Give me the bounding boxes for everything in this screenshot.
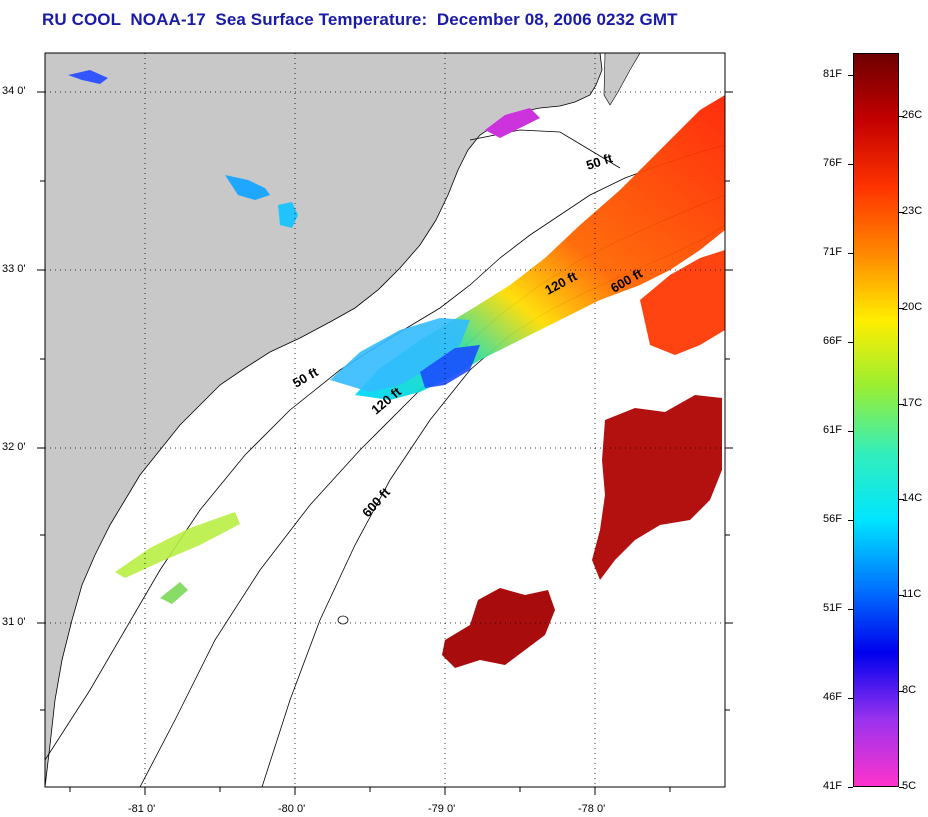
sst-purple-patch-top xyxy=(68,70,108,84)
colorbar-f-label: 46F xyxy=(823,691,842,703)
sst-gulfstream-east xyxy=(640,250,725,355)
colorbar-f-label: 76F xyxy=(823,157,842,169)
colorbar-f-tick xyxy=(848,164,853,165)
colorbar-c-label: 8C xyxy=(902,684,917,697)
colorbar-c-tick xyxy=(899,787,904,788)
sst-cyan-patch-2 xyxy=(278,202,298,228)
colorbar-c-tick xyxy=(899,403,904,405)
colorbar-c-label: 17C xyxy=(902,396,923,409)
colorbar-c-label: 5C xyxy=(902,780,917,792)
colorbar-c-tick xyxy=(899,595,904,597)
colorbar-f-label: 81F xyxy=(823,68,842,80)
lon-ticks xyxy=(69,787,671,795)
colorbar-f-tick xyxy=(848,253,853,254)
colorbar-c-label: 20C xyxy=(902,300,923,313)
lat-label-34: 34 0' xyxy=(2,85,26,97)
sst-magenta-patch xyxy=(485,108,540,138)
map-title: RU COOL NOAA-17 Sea Surface Temperature:… xyxy=(42,10,678,29)
colorbar-f-label: 61F xyxy=(823,424,842,436)
colorbar-f-label: 71F xyxy=(823,246,842,258)
colorbar xyxy=(853,53,899,787)
sst-warm-eddy-south xyxy=(442,588,555,668)
land-mass xyxy=(45,53,603,787)
graticule xyxy=(45,53,725,787)
lat-label-33: 33 0' xyxy=(2,263,26,275)
colorbar-f-tick xyxy=(848,431,853,432)
colorbar-f-tick xyxy=(848,787,853,788)
colorbar-c-label: 23C xyxy=(902,204,923,217)
seamount-contour xyxy=(337,615,349,625)
colorbar-c-tick xyxy=(899,307,904,309)
lon-label-81: -81 0' xyxy=(128,803,156,815)
colorbar-c-tick xyxy=(899,499,904,501)
lon-label-79: -79 0' xyxy=(428,803,456,815)
colorbar-c-tick xyxy=(899,211,904,213)
sst-green-patch xyxy=(115,512,240,578)
colorbar-f-tick xyxy=(848,75,853,76)
colorbar-f-tick xyxy=(848,342,853,343)
colorbar-c-label: 14C xyxy=(902,492,923,505)
colorbar-f-label: 66F xyxy=(823,335,842,347)
lat-label-32: 32 0' xyxy=(2,441,26,453)
lon-label-78: -78 0' xyxy=(578,803,606,815)
sst-warm-eddy-north xyxy=(592,395,722,580)
colorbar-c-label: 26C xyxy=(902,109,923,121)
colorbar-f-label: 56F xyxy=(823,513,842,525)
colorbar-c-tick xyxy=(899,116,904,117)
colorbar-f-tick xyxy=(848,698,853,699)
colorbar-f-tick xyxy=(848,609,853,610)
lat-label-31: 31 0' xyxy=(2,616,26,628)
sst-cold-nearshore xyxy=(330,318,470,392)
map-frame xyxy=(44,52,726,788)
lat-ticks xyxy=(37,91,733,711)
isobath-50ft xyxy=(45,144,725,761)
sst-green-patch-2 xyxy=(160,582,188,604)
cape-landform xyxy=(603,53,641,106)
sst-blue-patch xyxy=(420,345,480,388)
lon-label-80: -80 0' xyxy=(278,803,306,815)
colorbar-c-tick xyxy=(899,691,904,693)
colorbar-f-label: 51F xyxy=(823,602,842,614)
sst-cyan-patch-1 xyxy=(225,175,270,200)
colorbar-f-label: 41F xyxy=(823,780,842,792)
colorbar-c-label: 11C xyxy=(902,588,922,601)
colorbar-f-tick xyxy=(848,520,853,521)
